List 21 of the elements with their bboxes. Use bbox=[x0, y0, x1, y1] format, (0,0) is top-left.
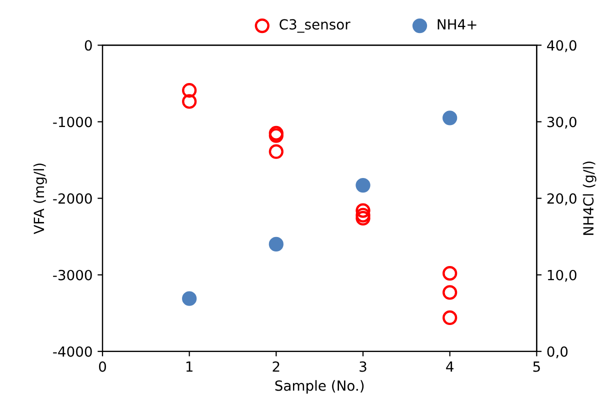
x-tick-label: 2 bbox=[272, 361, 280, 372]
x-tick-label: 5 bbox=[533, 362, 540, 372]
y2-tick-label: 20,0 bbox=[547, 193, 576, 206]
y-tick-label: 0 bbox=[84, 40, 92, 51]
y2-tick-label: 0,0 bbox=[547, 346, 568, 358]
legend-label: C3_sensor bbox=[280, 19, 350, 33]
y-axis-title: VFA (mg/l) bbox=[33, 164, 47, 234]
x-tick-label: 4 bbox=[446, 362, 454, 372]
x-axis-title: Sample (No.) bbox=[275, 380, 364, 394]
y-tick-label: -1000 bbox=[53, 116, 92, 128]
legend-label: NH4+ bbox=[438, 19, 476, 30]
y2-tick-label: 30,0 bbox=[547, 116, 576, 129]
x-tick-label: 1 bbox=[186, 362, 192, 372]
x-tick-label: 0 bbox=[99, 361, 106, 372]
y2-axis-title: NH4Cl (g/l) bbox=[582, 162, 596, 235]
y-tick-label: -2000 bbox=[53, 193, 92, 204]
y-tick-label: -3000 bbox=[53, 270, 92, 280]
x-tick-label: 3 bbox=[360, 361, 366, 372]
y-tick-label: -4000 bbox=[53, 346, 92, 357]
y2-tick-label: 10,0 bbox=[548, 270, 576, 282]
y2-tick-label: 40,0 bbox=[547, 40, 576, 52]
